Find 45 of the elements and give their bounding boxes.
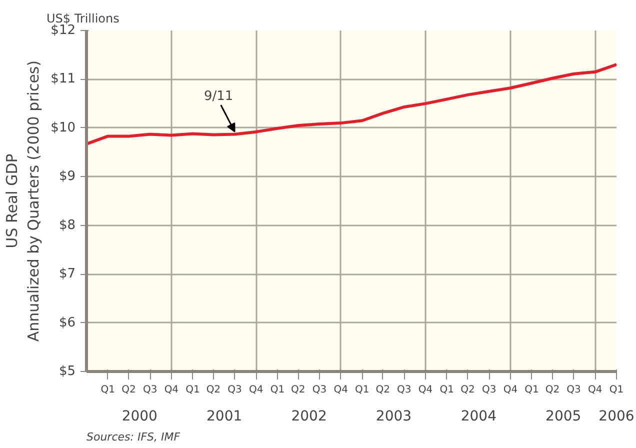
x-tick-label: Q1 xyxy=(355,384,370,396)
x-tick-label: Q2 xyxy=(460,384,475,396)
x-tick-label: Q1 xyxy=(440,384,454,396)
x-tick-label: Q4 xyxy=(334,384,348,396)
x2-tick-label: 2004 xyxy=(460,408,497,424)
x-tick-label: Q3 xyxy=(142,384,158,396)
x2-tick-label: 2006 xyxy=(598,408,634,424)
y-tick-label: $11 xyxy=(50,72,76,87)
x-tick-label: Q3 xyxy=(566,384,581,396)
annotation: 9/11 xyxy=(204,89,234,104)
x-tick-label: Q1 xyxy=(270,384,285,396)
y-tick-label: $6 xyxy=(58,315,76,330)
x-tick-label: Q2 xyxy=(122,384,136,396)
y-tick-label: $12 xyxy=(50,23,76,38)
x-tick-label: Q2 xyxy=(545,384,560,396)
x-tick-label: Q3 xyxy=(482,384,496,396)
x-tick-label: Q1 xyxy=(186,384,200,396)
x-tick-label: Q3 xyxy=(312,384,327,396)
x-tick-label: Q4 xyxy=(503,384,518,396)
y-axis-title: US Real GDP Annualized by Quarters (2000 prices) xyxy=(3,60,43,342)
x-tick-label: Q4 xyxy=(418,384,433,396)
y-tick-label: $9 xyxy=(58,169,76,184)
x-tick-label: Q2 xyxy=(376,384,390,396)
x-tick-label: Q1 xyxy=(100,384,115,396)
x-tick-label: Q2 xyxy=(291,384,306,396)
x2-tick-label: 2002 xyxy=(291,408,327,424)
y-tick-label: $7 xyxy=(58,266,76,282)
x2-tick-label: 2005 xyxy=(546,408,582,424)
x-tick-label: Q1 xyxy=(524,384,539,396)
y-tick-label: $10 xyxy=(50,120,76,136)
x-tick-label: Q1 xyxy=(609,384,624,396)
x-tick-label: Q2 xyxy=(206,384,221,396)
x-tick-label: Q4 xyxy=(588,384,602,396)
x2-tick-label: 2003 xyxy=(376,408,412,424)
x2-tick-label: 2001 xyxy=(206,408,242,424)
x2-tick-label: 2000 xyxy=(122,408,158,424)
x-tick-label: Q3 xyxy=(397,384,412,396)
x-tick-label: Q4 xyxy=(249,384,264,396)
source-note: Sources: IFS, IMF xyxy=(86,430,181,444)
chart-title: US$ Trillions xyxy=(46,12,120,26)
y-tick-label: $8 xyxy=(58,218,76,233)
x-tick-label: Q4 xyxy=(164,384,179,396)
x-tick-label: Q3 xyxy=(228,384,242,396)
line-series xyxy=(86,63,616,146)
y-tick-label: $5 xyxy=(58,364,76,379)
